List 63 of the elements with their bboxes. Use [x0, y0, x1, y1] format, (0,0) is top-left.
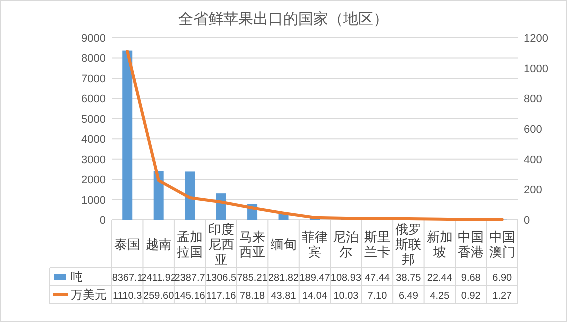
- data-label: 0.92: [461, 291, 482, 302]
- legend-label: 万美元: [71, 288, 107, 302]
- data-label: 14.04: [302, 291, 328, 302]
- line-series: [126, 50, 504, 222]
- x-tick-label: 印度尼西亚: [208, 222, 234, 267]
- x-tick-label: 越南: [146, 237, 172, 252]
- x-tick-label: 孟加拉国: [177, 230, 204, 260]
- y2-tick-label: 400: [524, 154, 542, 166]
- y2-tick-label: 800: [524, 94, 542, 106]
- bar: [185, 172, 196, 220]
- y-tick-label: 9000: [82, 33, 106, 45]
- data-label: 189.47: [300, 273, 331, 284]
- y-tick-label: 1000: [82, 194, 106, 207]
- legend-label: 吨: [71, 270, 83, 284]
- y2-tick-label: 0: [524, 215, 530, 227]
- data-label: 10.03: [334, 291, 360, 302]
- data-label: 281.82: [268, 273, 300, 284]
- data-label: 145.16: [174, 291, 206, 302]
- x-tick-label: 菲律宾: [302, 230, 328, 260]
- data-label: 47.44: [364, 273, 390, 284]
- y-tick-label: 4000: [82, 134, 106, 146]
- x-tick-label: 马来西亚: [240, 230, 266, 260]
- x-tick-label: 俄罗斯联邦: [396, 222, 422, 267]
- bar: [122, 50, 133, 220]
- x-tick-label: 中国澳门: [489, 230, 516, 260]
- data-label: 2411.92: [141, 273, 177, 284]
- x-tick-label: 泰国: [114, 237, 141, 252]
- y-tick-label: 7000: [82, 73, 106, 86]
- y-tick-label: 3000: [82, 154, 106, 166]
- data-label: 1110.3: [113, 291, 143, 302]
- data-label: 43.81: [271, 291, 297, 302]
- x-tick-label: 斯里兰卡: [364, 230, 390, 260]
- data-label: 6.90: [492, 273, 513, 284]
- x-tick-label: 新加坡: [426, 230, 453, 260]
- x-tick-label: 中国香港: [458, 230, 484, 260]
- data-label: 4.25: [430, 291, 450, 302]
- data-label: 785.21: [237, 273, 268, 284]
- data-label: 78.18: [240, 291, 266, 302]
- data-label: 8367.1: [112, 273, 144, 284]
- y2-tick-label: 1200: [524, 33, 548, 45]
- bar: [154, 171, 164, 220]
- data-label: 2387.7: [174, 273, 206, 284]
- chart-title: 全省鲜苹果出口的国家（地区）: [178, 11, 388, 28]
- y-tick-label: 0: [100, 215, 106, 227]
- y-tick-label: 5000: [82, 114, 106, 126]
- x-tick-label: 缅甸: [270, 237, 297, 252]
- data-label: 117.16: [206, 291, 237, 302]
- data-label: 1.27: [492, 291, 513, 302]
- data-label: 22.44: [427, 273, 453, 284]
- data-label: 108.93: [330, 273, 362, 284]
- y2-tick-label: 600: [524, 124, 542, 136]
- data-label: 1306.5: [206, 273, 238, 284]
- y2-tick-label: 200: [524, 184, 542, 197]
- y-tick-label: 6000: [82, 94, 106, 106]
- data-label: 6.49: [398, 291, 419, 302]
- data-label: 9.68: [461, 273, 482, 284]
- y2-tick-label: 1000: [524, 63, 548, 76]
- data-label: 38.75: [396, 273, 422, 284]
- y-tick-label: 8000: [82, 53, 106, 66]
- data-label: 259.60: [144, 291, 175, 302]
- y-tick-label: 2000: [82, 174, 106, 187]
- data-label: 7.10: [368, 291, 388, 302]
- x-tick-label: 尼泊尔: [333, 230, 360, 260]
